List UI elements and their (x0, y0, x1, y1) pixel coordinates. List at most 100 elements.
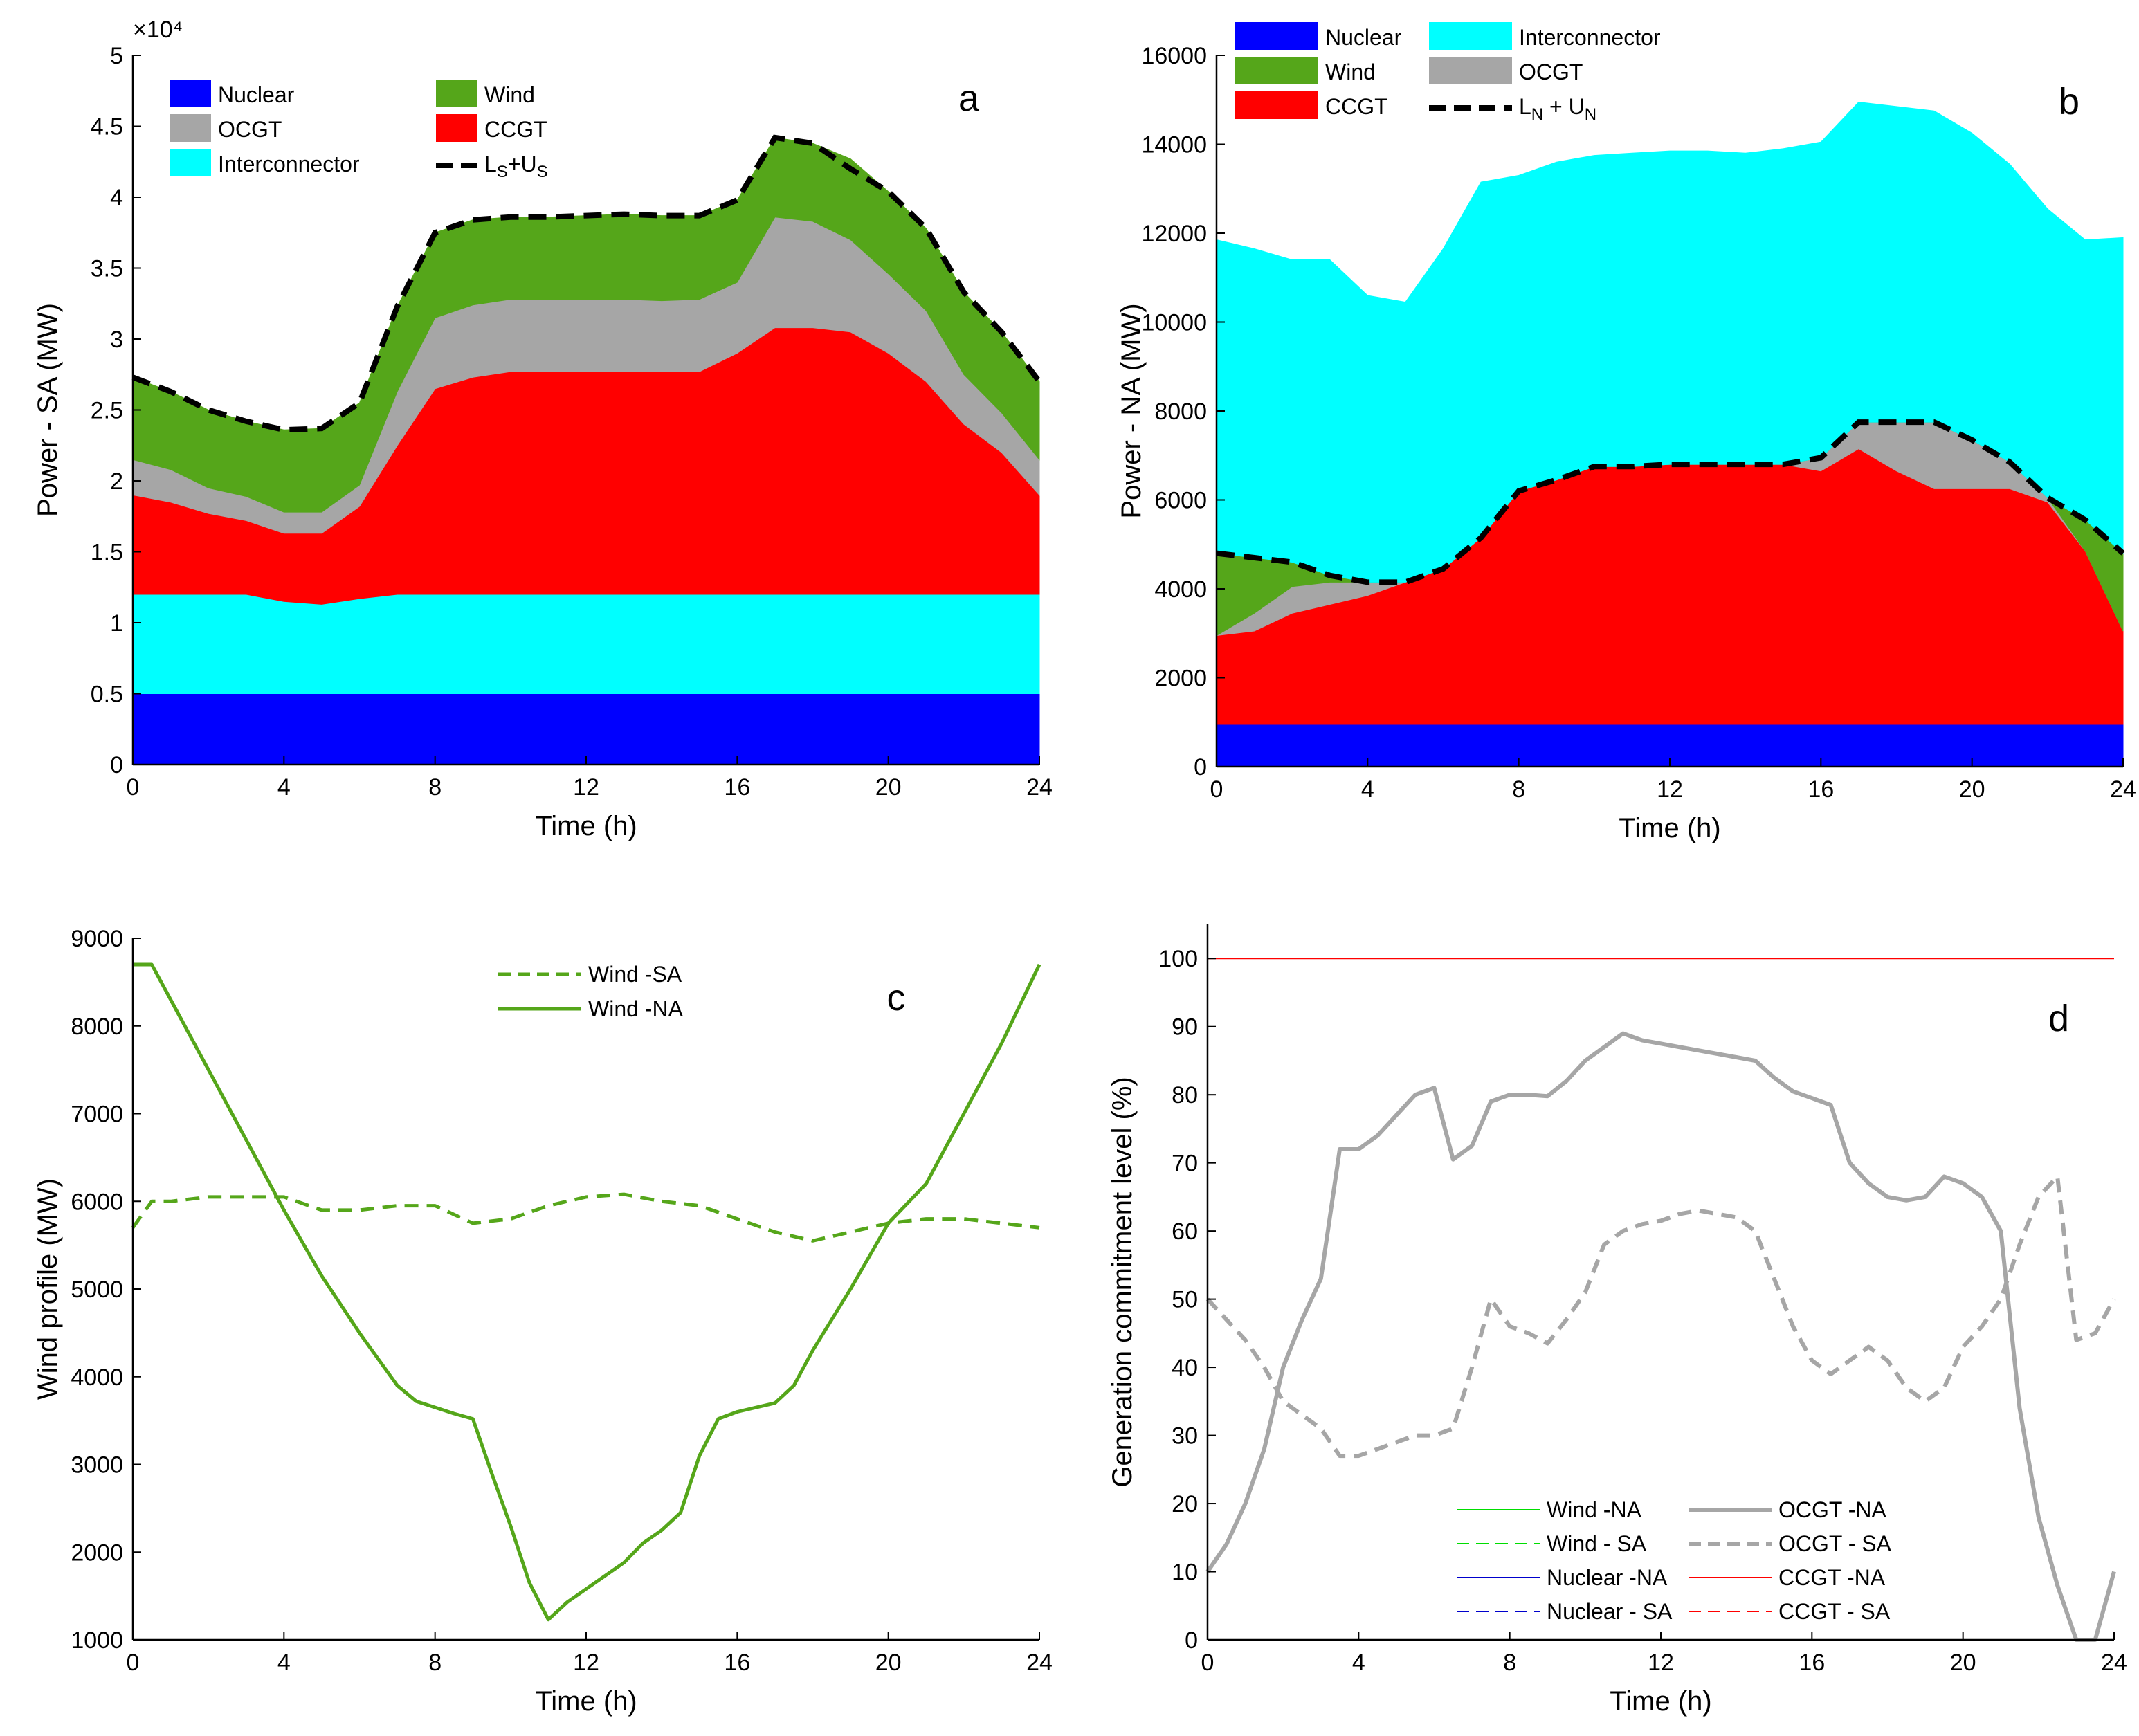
y-tick-label: 1000 (71, 1627, 123, 1654)
y-tick-label: 0 (1185, 1627, 1198, 1654)
legend-entry-ocgt-sa: OCGT - SA (1689, 1531, 1892, 1556)
panel-letter: c (887, 977, 906, 1018)
x-tick-label: 8 (428, 774, 442, 801)
y-tick-label: 16000 (1141, 43, 1207, 69)
x-axis-label: Time (h) (535, 811, 637, 841)
x-axis-label: Time (h) (535, 1686, 637, 1717)
x-tick-label: 0 (1201, 1650, 1214, 1676)
legend-label: OCGT -NA (1778, 1497, 1887, 1522)
legend-entry-ocgt: OCGT (170, 114, 282, 142)
x-tick-label: 8 (428, 1650, 442, 1676)
legend-swatch (170, 114, 211, 142)
panel-a: 0 4 8 12 16 20 24 0 0.5 1 1.5 2 2.5 3 3.5 4 4.5 5 ×10⁴ Time… (33, 17, 1053, 841)
x-axis-label: Time (h) (1619, 813, 1720, 843)
legend-swatch (170, 80, 211, 107)
x-tick-label: 16 (1808, 776, 1834, 803)
legend-label: Wind (484, 82, 535, 107)
y-tick-label: 90 (1172, 1014, 1198, 1041)
legend: Nuclear Wind CCGT Interconnector OCGT LN + UN (1235, 22, 1661, 124)
legend-swatch (170, 149, 211, 176)
line-wind-sa (131, 1192, 1040, 1243)
panel-letter: a (958, 77, 980, 119)
y-tick-label: 70 (1172, 1151, 1198, 1177)
y-tick-label: 50 (1172, 1287, 1198, 1313)
x-tick-label: 20 (875, 1650, 902, 1676)
legend-label: LS+US (484, 152, 548, 181)
legend-entry-nuclear: Nuclear (1235, 22, 1402, 50)
y-axis-label: Wind profile (MW) (33, 1178, 63, 1400)
y-tick-label: 2000 (71, 1539, 123, 1566)
y-axis-label: Power - SA (MW) (33, 303, 63, 517)
y-tick-label: 4000 (71, 1364, 123, 1391)
y-tick-label: 6000 (1154, 488, 1207, 514)
y-tick-label: 1 (110, 610, 123, 637)
y-tick-label: 100 (1158, 946, 1198, 972)
x-tick-label: 20 (875, 774, 902, 801)
legend-entry-nuclear: Nuclear (170, 80, 295, 107)
y-tick-label: 30 (1172, 1423, 1198, 1450)
legend-label: LN + UN (1519, 94, 1596, 124)
x-axis-label: Time (h) (1610, 1686, 1711, 1717)
legend-entry-lss: LS+US (436, 152, 548, 181)
y-axis-label: Generation commitment level (%) (1107, 1077, 1138, 1488)
legend-label: Interconnector (1519, 25, 1661, 50)
legend-entry-ccgt: CCGT (1235, 91, 1388, 119)
y-tick-label: 5 (110, 43, 123, 69)
y-tick-label: 4000 (1154, 576, 1207, 603)
legend-entry-ccgt-sa: CCGT - SA (1689, 1599, 1891, 1624)
legend-swatch (1235, 22, 1318, 50)
legend-swatch (1429, 22, 1512, 50)
legend-label: OCGT (218, 117, 282, 142)
panel-letter: d (2048, 998, 2069, 1039)
panel-b: 0 4 8 12 16 20 24 0 2000 4000 6000 8000 10000 12000 14… (1116, 22, 2136, 843)
y-tick-label: 10000 (1141, 310, 1207, 336)
x-tick-label: 4 (277, 1650, 291, 1676)
x-tick-label: 20 (1959, 776, 1985, 803)
legend: Wind -NA Wind - SA Nuclear -NA Nuclear - SA… (1457, 1497, 1892, 1624)
y-tick-label: 60 (1172, 1218, 1198, 1245)
y-tick-label: 8000 (1154, 399, 1207, 425)
legend-entry-wind: Wind (436, 80, 535, 107)
panel-letter: b (2059, 81, 2079, 122)
y-tick-label: 6000 (71, 1189, 123, 1215)
legend-label: CCGT -NA (1778, 1565, 1886, 1590)
legend-entry-interconnector: Interconnector (170, 149, 360, 176)
x-tick-label: 8 (1503, 1650, 1516, 1676)
legend-entry-nuclear-sa: Nuclear - SA (1457, 1599, 1673, 1624)
x-tick-label: 4 (1352, 1650, 1365, 1676)
y-tick-label: 8000 (71, 1014, 123, 1040)
legend-label: Interconnector (218, 152, 360, 176)
y-axis-label: Power - NA (MW) (1116, 303, 1147, 518)
y-tick-label: 40 (1172, 1355, 1198, 1381)
legend-label: OCGT (1519, 60, 1583, 84)
y-tick-label: 2 (110, 468, 123, 495)
legend-entry-wind-na: Wind -NA (1457, 1497, 1642, 1522)
y-tick-label: 80 (1172, 1082, 1198, 1108)
area-interconnector (132, 594, 1040, 694)
y-tick-label: 10 (1172, 1560, 1198, 1586)
y-tick-label: 3000 (71, 1452, 123, 1479)
x-tick-label: 0 (1210, 776, 1223, 803)
panel-c: 0 4 8 12 16 20 24 1000 2000 3000 4000 5000 6000 7000 8… (33, 926, 1053, 1717)
y-tick-label: 5000 (71, 1277, 123, 1303)
x-tick-label: 0 (127, 774, 140, 801)
y-tick-label: 2000 (1154, 666, 1207, 692)
legend-entry-wind-sa: Wind -SA (498, 962, 682, 987)
legend-label: Wind - SA (1547, 1531, 1647, 1556)
x-tick-label: 12 (573, 1650, 599, 1676)
legend-label: CCGT (484, 117, 547, 142)
legend: Wind -SA Wind -NA (498, 962, 684, 1021)
legend-entry-interconnector: Interconnector (1429, 22, 1661, 50)
legend-swatch (1235, 57, 1318, 84)
x-tick-label: 4 (277, 774, 291, 801)
y-tick-label: 7000 (71, 1102, 123, 1128)
legend-swatch (1429, 57, 1512, 84)
legend-entry-wind-sa: Wind - SA (1457, 1531, 1647, 1556)
x-tick-label: 16 (724, 774, 750, 801)
x-tick-label: 24 (2110, 776, 2136, 803)
legend-swatch (436, 80, 477, 107)
legend-label: Wind -SA (588, 962, 682, 987)
legend-entry-ocgt: OCGT (1429, 57, 1583, 84)
line-ln-un (1216, 419, 2125, 585)
